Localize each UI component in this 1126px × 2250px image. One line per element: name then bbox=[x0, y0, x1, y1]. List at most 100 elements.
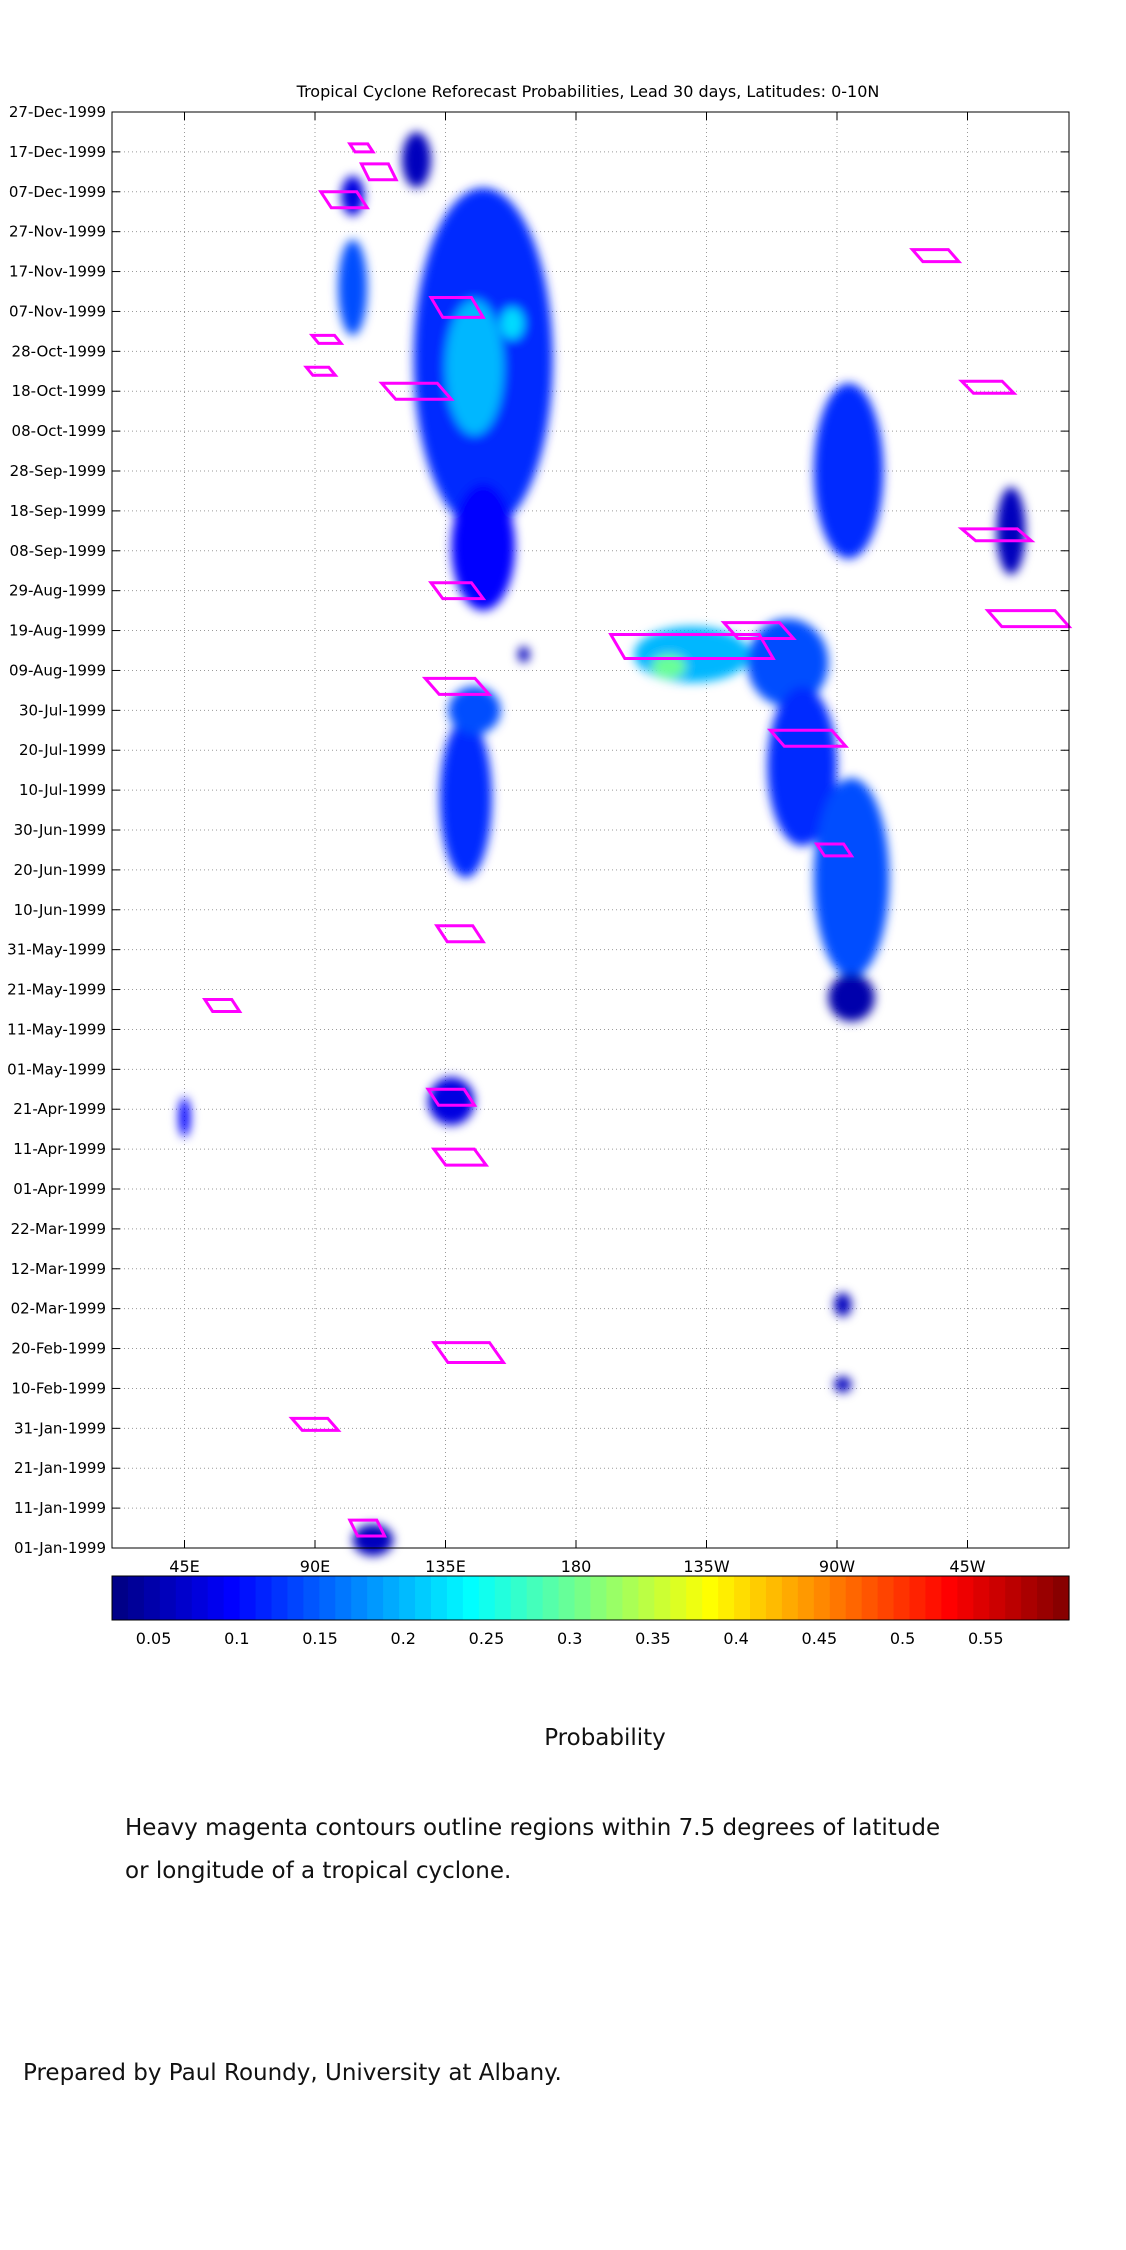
cyclone-contour bbox=[430, 1147, 490, 1167]
colorbar-block bbox=[622, 1576, 639, 1620]
colorbar-block bbox=[813, 1576, 831, 1620]
colorbar-block bbox=[207, 1576, 225, 1620]
probability-region bbox=[448, 686, 501, 735]
colorbar-block bbox=[255, 1576, 273, 1620]
probability-region bbox=[500, 307, 524, 340]
probability-region bbox=[402, 131, 431, 188]
probability-region bbox=[834, 1292, 852, 1317]
colorbar-label: Probability bbox=[544, 1725, 666, 1751]
x-tick-label: 180 bbox=[561, 1557, 592, 1576]
y-tick-label: 21-Apr-1999 bbox=[13, 1100, 106, 1118]
colorbar-tick-label: 0.55 bbox=[968, 1629, 1004, 1648]
y-tick-label: 11-Jan-1999 bbox=[14, 1499, 106, 1517]
y-tick-label: 20-Jul-1999 bbox=[19, 741, 106, 759]
probability-region bbox=[813, 778, 890, 978]
colorbar-block bbox=[367, 1576, 384, 1620]
colorbar-tick-label: 0.15 bbox=[302, 1629, 338, 1648]
colorbar-block bbox=[654, 1576, 671, 1620]
probability-region bbox=[445, 299, 504, 436]
probability-region bbox=[341, 175, 365, 216]
y-tick-label: 21-May-1999 bbox=[7, 981, 106, 999]
probability-region bbox=[996, 486, 1026, 575]
y-tick-label: 07-Nov-1999 bbox=[9, 302, 106, 320]
cyclone-contour bbox=[957, 527, 1036, 543]
y-tick-label: 27-Nov-1999 bbox=[9, 223, 106, 241]
cyclone-contour bbox=[318, 190, 370, 210]
chart-title: Tropical Cyclone Reforecast Probabilitie… bbox=[296, 82, 880, 101]
credit-line: Prepared by Paul Roundy, University at A… bbox=[23, 2060, 562, 2086]
y-tick-label: 09-Aug-1999 bbox=[9, 661, 106, 679]
probability-region bbox=[834, 1376, 852, 1393]
colorbar-block bbox=[606, 1576, 623, 1620]
grid-lines bbox=[112, 111, 1069, 1549]
probability-region bbox=[352, 1524, 394, 1556]
y-tick-label: 10-Jun-1999 bbox=[14, 901, 106, 919]
colorbar-block bbox=[191, 1576, 209, 1620]
y-tick-label: 01-Jan-1999 bbox=[14, 1539, 106, 1557]
colorbar-block bbox=[383, 1576, 400, 1620]
colorbar-block bbox=[478, 1576, 496, 1620]
colorbar-block bbox=[494, 1576, 512, 1620]
colorbar-block bbox=[558, 1576, 576, 1620]
y-tick-label: 30-Jul-1999 bbox=[19, 701, 106, 719]
cyclone-contour bbox=[378, 381, 455, 401]
colorbar-tick-label: 0.35 bbox=[635, 1629, 671, 1648]
colorbar-tick-label: 0.5 bbox=[890, 1629, 915, 1648]
cyclone-contour bbox=[909, 248, 963, 264]
y-tick-label: 28-Oct-1999 bbox=[12, 342, 106, 360]
cyclone-contours bbox=[202, 142, 1073, 1538]
y-tick-label: 30-Jun-1999 bbox=[14, 821, 106, 839]
x-tick-label: 135W bbox=[683, 1557, 730, 1576]
colorbar-block bbox=[989, 1576, 1006, 1620]
probability-region bbox=[651, 654, 687, 679]
colorbar-block bbox=[415, 1576, 432, 1620]
contour-note-line-2: or longitude of a tropical cyclone. bbox=[125, 1858, 512, 1884]
colorbar-block bbox=[765, 1576, 783, 1620]
colorbar-block bbox=[925, 1576, 942, 1620]
cyclone-contour bbox=[428, 581, 487, 601]
colorbar-block bbox=[829, 1576, 847, 1620]
y-tick-label: 17-Dec-1999 bbox=[9, 143, 106, 161]
y-tick-label: 07-Dec-1999 bbox=[9, 183, 106, 201]
cyclone-contour bbox=[421, 676, 493, 696]
probability-region bbox=[439, 718, 492, 878]
x-tick-label: 90E bbox=[300, 1557, 330, 1576]
colorbar-block bbox=[973, 1576, 990, 1620]
colorbar-tick-label: 0.4 bbox=[723, 1629, 748, 1648]
cyclone-contour bbox=[358, 162, 399, 182]
cyclone-contour bbox=[434, 924, 486, 944]
colorbar-block bbox=[941, 1576, 958, 1620]
cyclone-contour bbox=[984, 609, 1073, 629]
colorbar-block bbox=[686, 1576, 703, 1620]
colorbar-block bbox=[957, 1576, 974, 1620]
colorbar-block bbox=[335, 1576, 352, 1620]
colorbar-blocks bbox=[111, 1575, 1070, 1621]
colorbar-block bbox=[702, 1576, 719, 1620]
probability-region bbox=[747, 618, 829, 707]
cyclone-contour bbox=[766, 728, 850, 748]
colorbar-outline bbox=[111, 1575, 1070, 1621]
colorbar-block bbox=[590, 1576, 608, 1620]
cyclone-contour bbox=[425, 1087, 478, 1107]
colorbar-ticks: 0.05 0.1 0.15 0.2 0.25 0.3 0.35 0.4 0.45 0.5 0.55 bbox=[136, 1629, 1004, 1648]
colorbar-block bbox=[399, 1576, 416, 1620]
colorbar-block bbox=[462, 1576, 480, 1620]
colorbar-block bbox=[542, 1576, 560, 1620]
cyclone-contour bbox=[431, 1341, 507, 1365]
contour-note-line-1: Heavy magenta contours outline regions w… bbox=[125, 1815, 941, 1841]
cyclone-contour bbox=[308, 333, 345, 345]
colorbar-block bbox=[909, 1576, 927, 1620]
probability-region bbox=[338, 239, 368, 336]
y-tick-label: 10-Jul-1999 bbox=[19, 781, 106, 799]
colorbar-block bbox=[1005, 1576, 1022, 1620]
probability-region bbox=[767, 686, 837, 846]
colorbar-block bbox=[861, 1576, 879, 1620]
colorbar-tick-label: 0.3 bbox=[557, 1629, 582, 1648]
colorbar-tick-label: 0.25 bbox=[469, 1629, 505, 1648]
x-tick-label: 45E bbox=[169, 1557, 199, 1576]
y-tick-label: 12-Mar-1999 bbox=[11, 1260, 106, 1278]
y-tick-label: 10-Feb-1999 bbox=[11, 1379, 106, 1397]
colorbar-block bbox=[734, 1576, 751, 1620]
y-tick-label: 02-Mar-1999 bbox=[11, 1300, 106, 1318]
probability-chart: Tropical Cyclone Reforecast Probabilitie… bbox=[7, 82, 1073, 1648]
